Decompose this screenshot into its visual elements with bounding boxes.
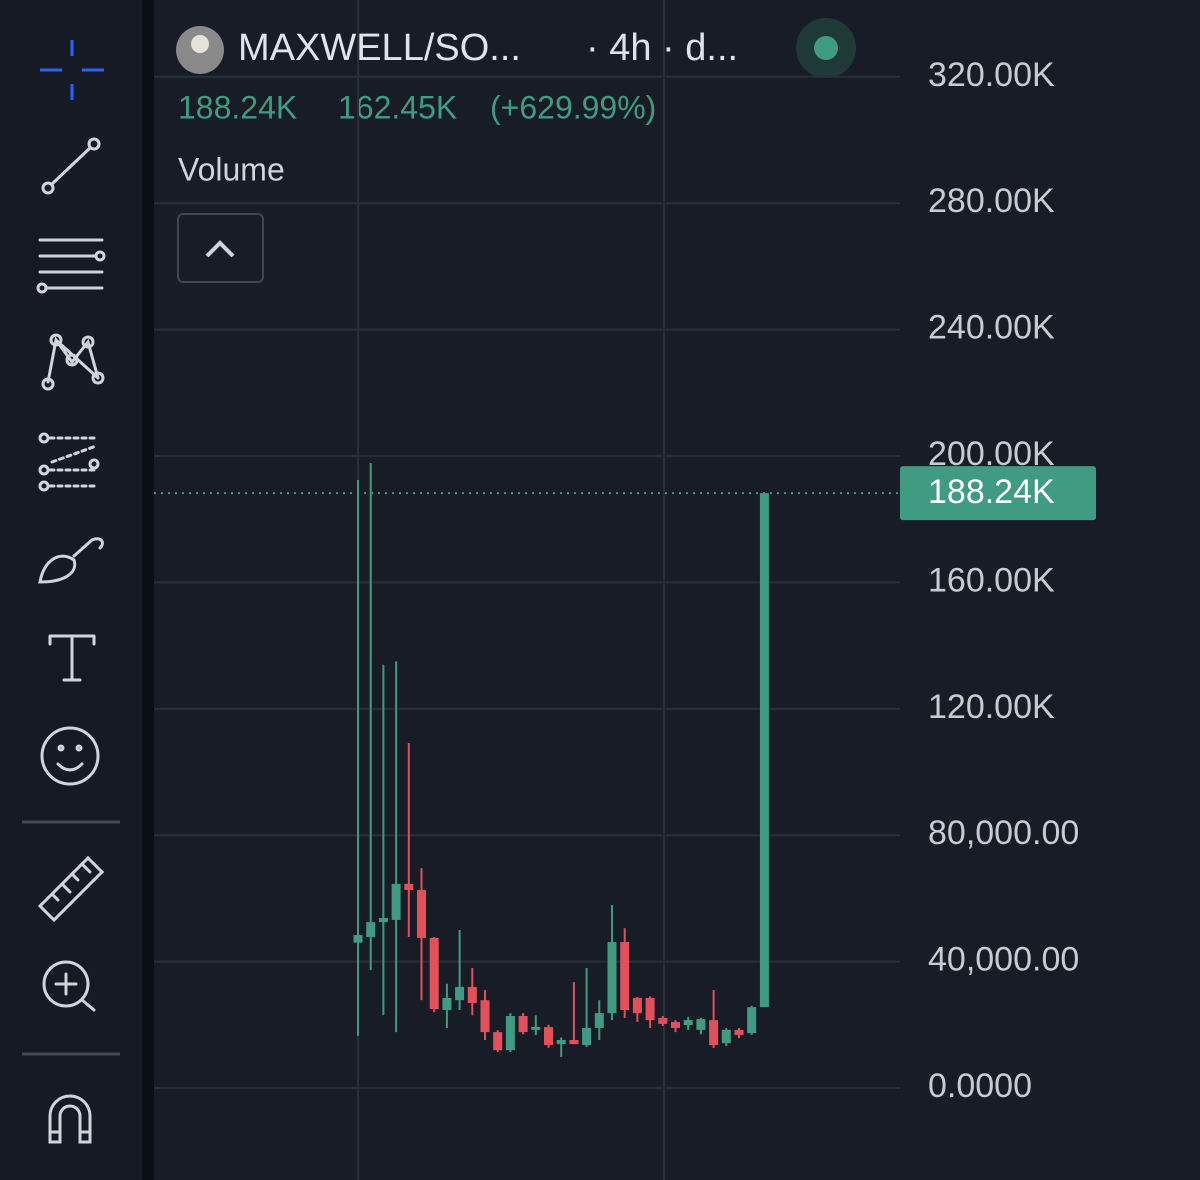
y-tick-label: 280.00K	[928, 182, 1055, 220]
candle-body	[353, 935, 363, 943]
candle-body	[696, 1019, 706, 1030]
candle-body	[582, 1027, 592, 1046]
toolbar	[0, 0, 142, 1180]
candle-body	[569, 1040, 579, 1045]
candle-body	[658, 1017, 668, 1024]
candle-body	[366, 922, 376, 937]
indicator-label[interactable]: Volume	[178, 151, 285, 187]
candle-body	[404, 883, 414, 890]
candle-body	[544, 1027, 553, 1046]
candle-body	[759, 493, 769, 1008]
separator	[142, 0, 154, 1180]
fib-tool[interactable]	[36, 238, 106, 294]
y-tick-label: 240.00K	[928, 309, 1055, 347]
last-price-label: 188.24K	[928, 473, 1055, 511]
emoji-tool[interactable]	[40, 726, 100, 786]
candle-body	[709, 1020, 719, 1046]
pattern-tool[interactable]	[41, 333, 105, 391]
y-tick-label: 120.00K	[928, 688, 1055, 726]
candle-body	[480, 1000, 490, 1033]
trend-line-tool[interactable]	[41, 137, 101, 195]
y-tick-label: 160.00K	[928, 561, 1055, 599]
candle-body	[429, 937, 439, 1010]
candle-body	[632, 997, 642, 1014]
crosshair-tool[interactable]	[40, 40, 104, 100]
candle-body	[467, 986, 477, 1004]
projection-tool[interactable]	[38, 432, 100, 492]
y-tick-label: 320.00K	[928, 56, 1055, 94]
candle-body	[505, 1015, 515, 1051]
ruler-tool[interactable]	[37, 855, 105, 923]
candle-body	[391, 883, 401, 920]
candle-body	[671, 1021, 680, 1028]
candle-body	[645, 997, 655, 1021]
candle-body	[721, 1029, 731, 1044]
y-tick-label: 40,000.00	[928, 941, 1079, 979]
symbol-avatar-face	[191, 35, 209, 53]
status-dot	[814, 36, 838, 60]
interval: · 4h · d...	[586, 27, 738, 69]
candle-body	[493, 1032, 503, 1051]
candle-body	[620, 942, 630, 1010]
candle-body	[594, 1013, 604, 1028]
candle-body	[734, 1029, 744, 1035]
collapse-button[interactable]	[177, 213, 264, 283]
last-price-box	[900, 466, 1096, 521]
candle-body	[378, 918, 388, 923]
candle-body	[518, 1015, 528, 1033]
candle-body	[607, 942, 617, 1014]
y-tick-label: 0.0000	[928, 1067, 1032, 1105]
candle-body	[683, 1020, 693, 1026]
candle-body	[442, 997, 452, 1010]
text-tool[interactable]	[48, 634, 96, 682]
chevron-up	[205, 240, 235, 258]
chart-area	[154, 0, 1200, 1180]
change: 162.45K	[338, 89, 457, 125]
candle-body	[747, 1007, 757, 1034]
candle-body	[556, 1040, 566, 1045]
candle-body	[455, 986, 465, 1001]
change-percent: (+629.99%)	[490, 89, 656, 125]
y-tick-label: 80,000.00	[928, 814, 1079, 852]
last-price: 188.24K	[178, 89, 297, 125]
plot	[154, 0, 900, 1180]
symbol-name[interactable]: MAXWELL/SO...	[238, 27, 521, 69]
brush-tool[interactable]	[38, 537, 104, 584]
magnet-tool[interactable]	[48, 1094, 92, 1144]
candle-body	[417, 889, 426, 938]
candle-body	[531, 1027, 541, 1030]
zoom-tool[interactable]	[42, 960, 96, 1012]
